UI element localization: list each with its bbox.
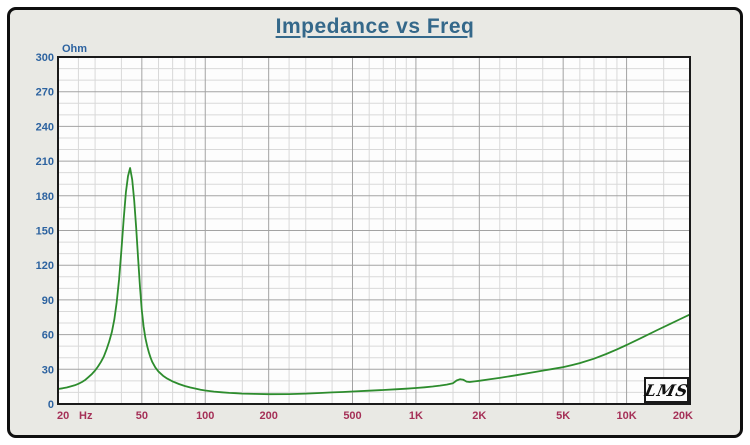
x-tick-label: 100 [196,410,214,422]
x-tick-label: 50 [136,410,148,422]
y-tick-label: 300 [36,52,54,64]
grid-minor [58,57,690,404]
y-tick-label: 30 [42,364,54,376]
y-tick-label: 120 [36,260,54,272]
page-title: Impedance vs Freq [275,15,475,38]
y-tick-label: 0 [48,399,54,411]
y-tick-label: 270 [36,87,54,99]
y-tick-label: 240 [36,121,54,133]
impedance-curve [57,167,691,396]
y-tick-label: 180 [36,191,54,203]
x-axis-unit-label: Hz [79,410,93,422]
y-tick-label: 90 [42,295,54,307]
grid-major [58,57,690,404]
lms-logo-text: LMS [642,380,691,400]
y-tick-label: 210 [36,156,54,168]
y-axis-unit-label: Ohm [62,43,87,55]
x-tick-label: 20K [673,410,693,422]
x-tick-label: 500 [343,410,361,422]
x-tick-label: 5K [556,410,570,422]
x-tick-label: 20 [57,410,69,422]
x-tick-label: 10K [616,410,636,422]
x-tick-label: 1K [409,410,423,422]
x-tick-labels: 20 50 100 200 500 1K 2K 5K 10K 20K [57,410,693,422]
y-tick-label: 150 [36,226,54,238]
plot-border [57,56,691,405]
x-tick-label: 2K [472,410,486,422]
y-tick-label: 60 [42,330,54,342]
y-tick-labels: 0 30 60 90 120 150 180 210 240 270 300 [36,52,54,411]
lms-logo: LMS [642,377,691,403]
x-tick-label: 200 [259,410,277,422]
